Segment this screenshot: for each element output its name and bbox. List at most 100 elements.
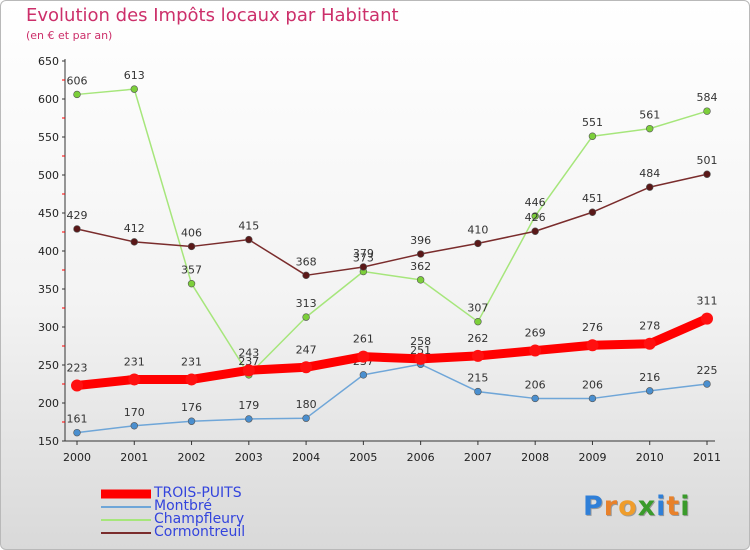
x-tick-label: 2006 xyxy=(407,451,435,464)
data-label-cormontreuil: 368 xyxy=(296,255,317,268)
data-label-champfleury: 551 xyxy=(582,116,603,129)
data-point-cormontreuil xyxy=(187,242,196,251)
data-label-cormontreuil: 451 xyxy=(582,192,603,205)
data-label-champfleury: 313 xyxy=(296,297,317,310)
y-tick-label: 250 xyxy=(38,359,59,372)
data-label-montbr-: 180 xyxy=(296,398,317,411)
y-tick-label: 650 xyxy=(38,55,59,68)
data-point-trois-puits xyxy=(414,352,427,365)
data-point-cormontreuil xyxy=(703,170,711,178)
x-tick-label: 2011 xyxy=(693,451,721,464)
legend-swatch xyxy=(101,518,151,521)
chart-subtitle: (en € et par an) xyxy=(26,29,113,42)
legend-swatch xyxy=(101,531,151,534)
data-label-montbr-: 225 xyxy=(697,364,718,377)
data-label-cormontreuil: 410 xyxy=(467,223,488,236)
data-point-trois-puits xyxy=(529,344,542,357)
x-tick-label: 2004 xyxy=(292,451,320,464)
data-point-champfleury xyxy=(646,124,654,133)
data-label-montbr-: 206 xyxy=(582,378,603,391)
y-tick-label: 400 xyxy=(38,245,59,258)
legend-swatch xyxy=(101,505,151,508)
data-point-cormontreuil xyxy=(474,239,482,248)
data-point-cormontreuil xyxy=(130,238,138,246)
legend-label: Montbré xyxy=(154,498,212,514)
data-point-champfleury xyxy=(588,132,597,140)
logo-letter: r xyxy=(603,491,619,522)
data-label-trois-puits: 261 xyxy=(353,333,374,346)
data-label-champfleury: 446 xyxy=(525,196,546,209)
data-point-montbr- xyxy=(73,428,81,437)
data-label-trois-puits: 223 xyxy=(67,362,88,375)
data-point-trois-puits xyxy=(128,373,141,386)
data-label-cormontreuil: 379 xyxy=(353,247,374,260)
x-tick-label: 2002 xyxy=(178,451,206,464)
x-tick-label: 2003 xyxy=(235,451,263,464)
series-line-trois-puits xyxy=(72,314,712,391)
data-point-champfleury xyxy=(703,107,711,115)
x-tick-label: 2001 xyxy=(120,451,148,464)
data-label-montbr-: 216 xyxy=(639,371,660,384)
data-point-trois-puits xyxy=(471,349,484,362)
data-point-cormontreuil xyxy=(359,263,368,271)
data-label-champfleury: 237 xyxy=(238,355,259,368)
logo-letter: t xyxy=(666,491,681,522)
data-point-cormontreuil xyxy=(646,183,654,191)
data-label-trois-puits: 311 xyxy=(697,295,718,308)
data-label-cormontreuil: 412 xyxy=(124,222,145,235)
y-tick-label: 350 xyxy=(38,283,59,296)
data-point-champfleury xyxy=(187,279,196,288)
logo-letter: i xyxy=(680,491,691,522)
x-tick-label: 2008 xyxy=(521,451,549,464)
y-tick-label: 600 xyxy=(38,93,59,106)
logo-letter: x xyxy=(637,491,657,522)
data-label-trois-puits: 269 xyxy=(525,327,546,340)
data-point-trois-puits xyxy=(357,350,370,363)
series-line-cormontreuil xyxy=(76,173,708,277)
data-point-trois-puits xyxy=(300,361,313,374)
x-tick-label: 2007 xyxy=(464,451,492,464)
data-label-cormontreuil: 406 xyxy=(181,226,202,239)
x-tick-label: 2009 xyxy=(578,451,606,464)
data-label-cormontreuil: 415 xyxy=(238,220,259,233)
logo-letter: o xyxy=(618,491,638,522)
data-label-montbr-: 176 xyxy=(181,401,202,414)
data-point-cormontreuil xyxy=(531,227,539,235)
data-point-champfleury xyxy=(73,90,81,99)
data-label-montbr-: 215 xyxy=(467,372,488,385)
data-label-champfleury: 307 xyxy=(467,302,488,315)
data-label-montbr-: 206 xyxy=(525,378,546,391)
data-label-cormontreuil: 429 xyxy=(67,209,88,222)
data-point-montbr- xyxy=(531,394,539,403)
x-tick-label: 2000 xyxy=(63,451,91,464)
data-label-cormontreuil: 484 xyxy=(639,167,660,180)
data-label-champfleury: 357 xyxy=(181,264,202,277)
data-label-trois-puits: 243 xyxy=(238,346,259,359)
data-label-champfleury: 613 xyxy=(124,69,145,82)
y-tick-label: 200 xyxy=(38,397,59,410)
logo-letter: P xyxy=(583,491,604,522)
line-chart: 150 200 250 300 350 400 450 500 550 600 650 2000 200… xyxy=(38,55,721,464)
data-point-champfleury xyxy=(531,212,539,220)
data-label-trois-puits: 262 xyxy=(467,332,488,345)
data-label-champfleury: 362 xyxy=(410,260,431,273)
data-point-champfleury xyxy=(474,317,482,326)
data-label-champfleury: 606 xyxy=(67,74,88,87)
legend-swatch xyxy=(101,489,151,498)
data-point-trois-puits xyxy=(242,364,255,377)
data-point-champfleury xyxy=(416,276,425,284)
y-tick-label: 450 xyxy=(38,207,59,220)
data-label-trois-puits: 276 xyxy=(582,321,603,334)
series-line-champfleury xyxy=(76,88,708,376)
data-point-trois-puits xyxy=(185,373,198,386)
data-point-montbr- xyxy=(130,422,138,430)
data-label-trois-puits: 231 xyxy=(181,355,202,368)
data-label-trois-puits: 247 xyxy=(296,343,317,356)
data-point-montbr- xyxy=(703,380,711,388)
data-point-montbr- xyxy=(187,417,196,425)
data-label-cormontreuil: 501 xyxy=(697,154,718,167)
data-point-montbr- xyxy=(359,371,368,379)
data-point-montbr- xyxy=(474,387,482,396)
data-point-trois-puits xyxy=(586,339,599,352)
